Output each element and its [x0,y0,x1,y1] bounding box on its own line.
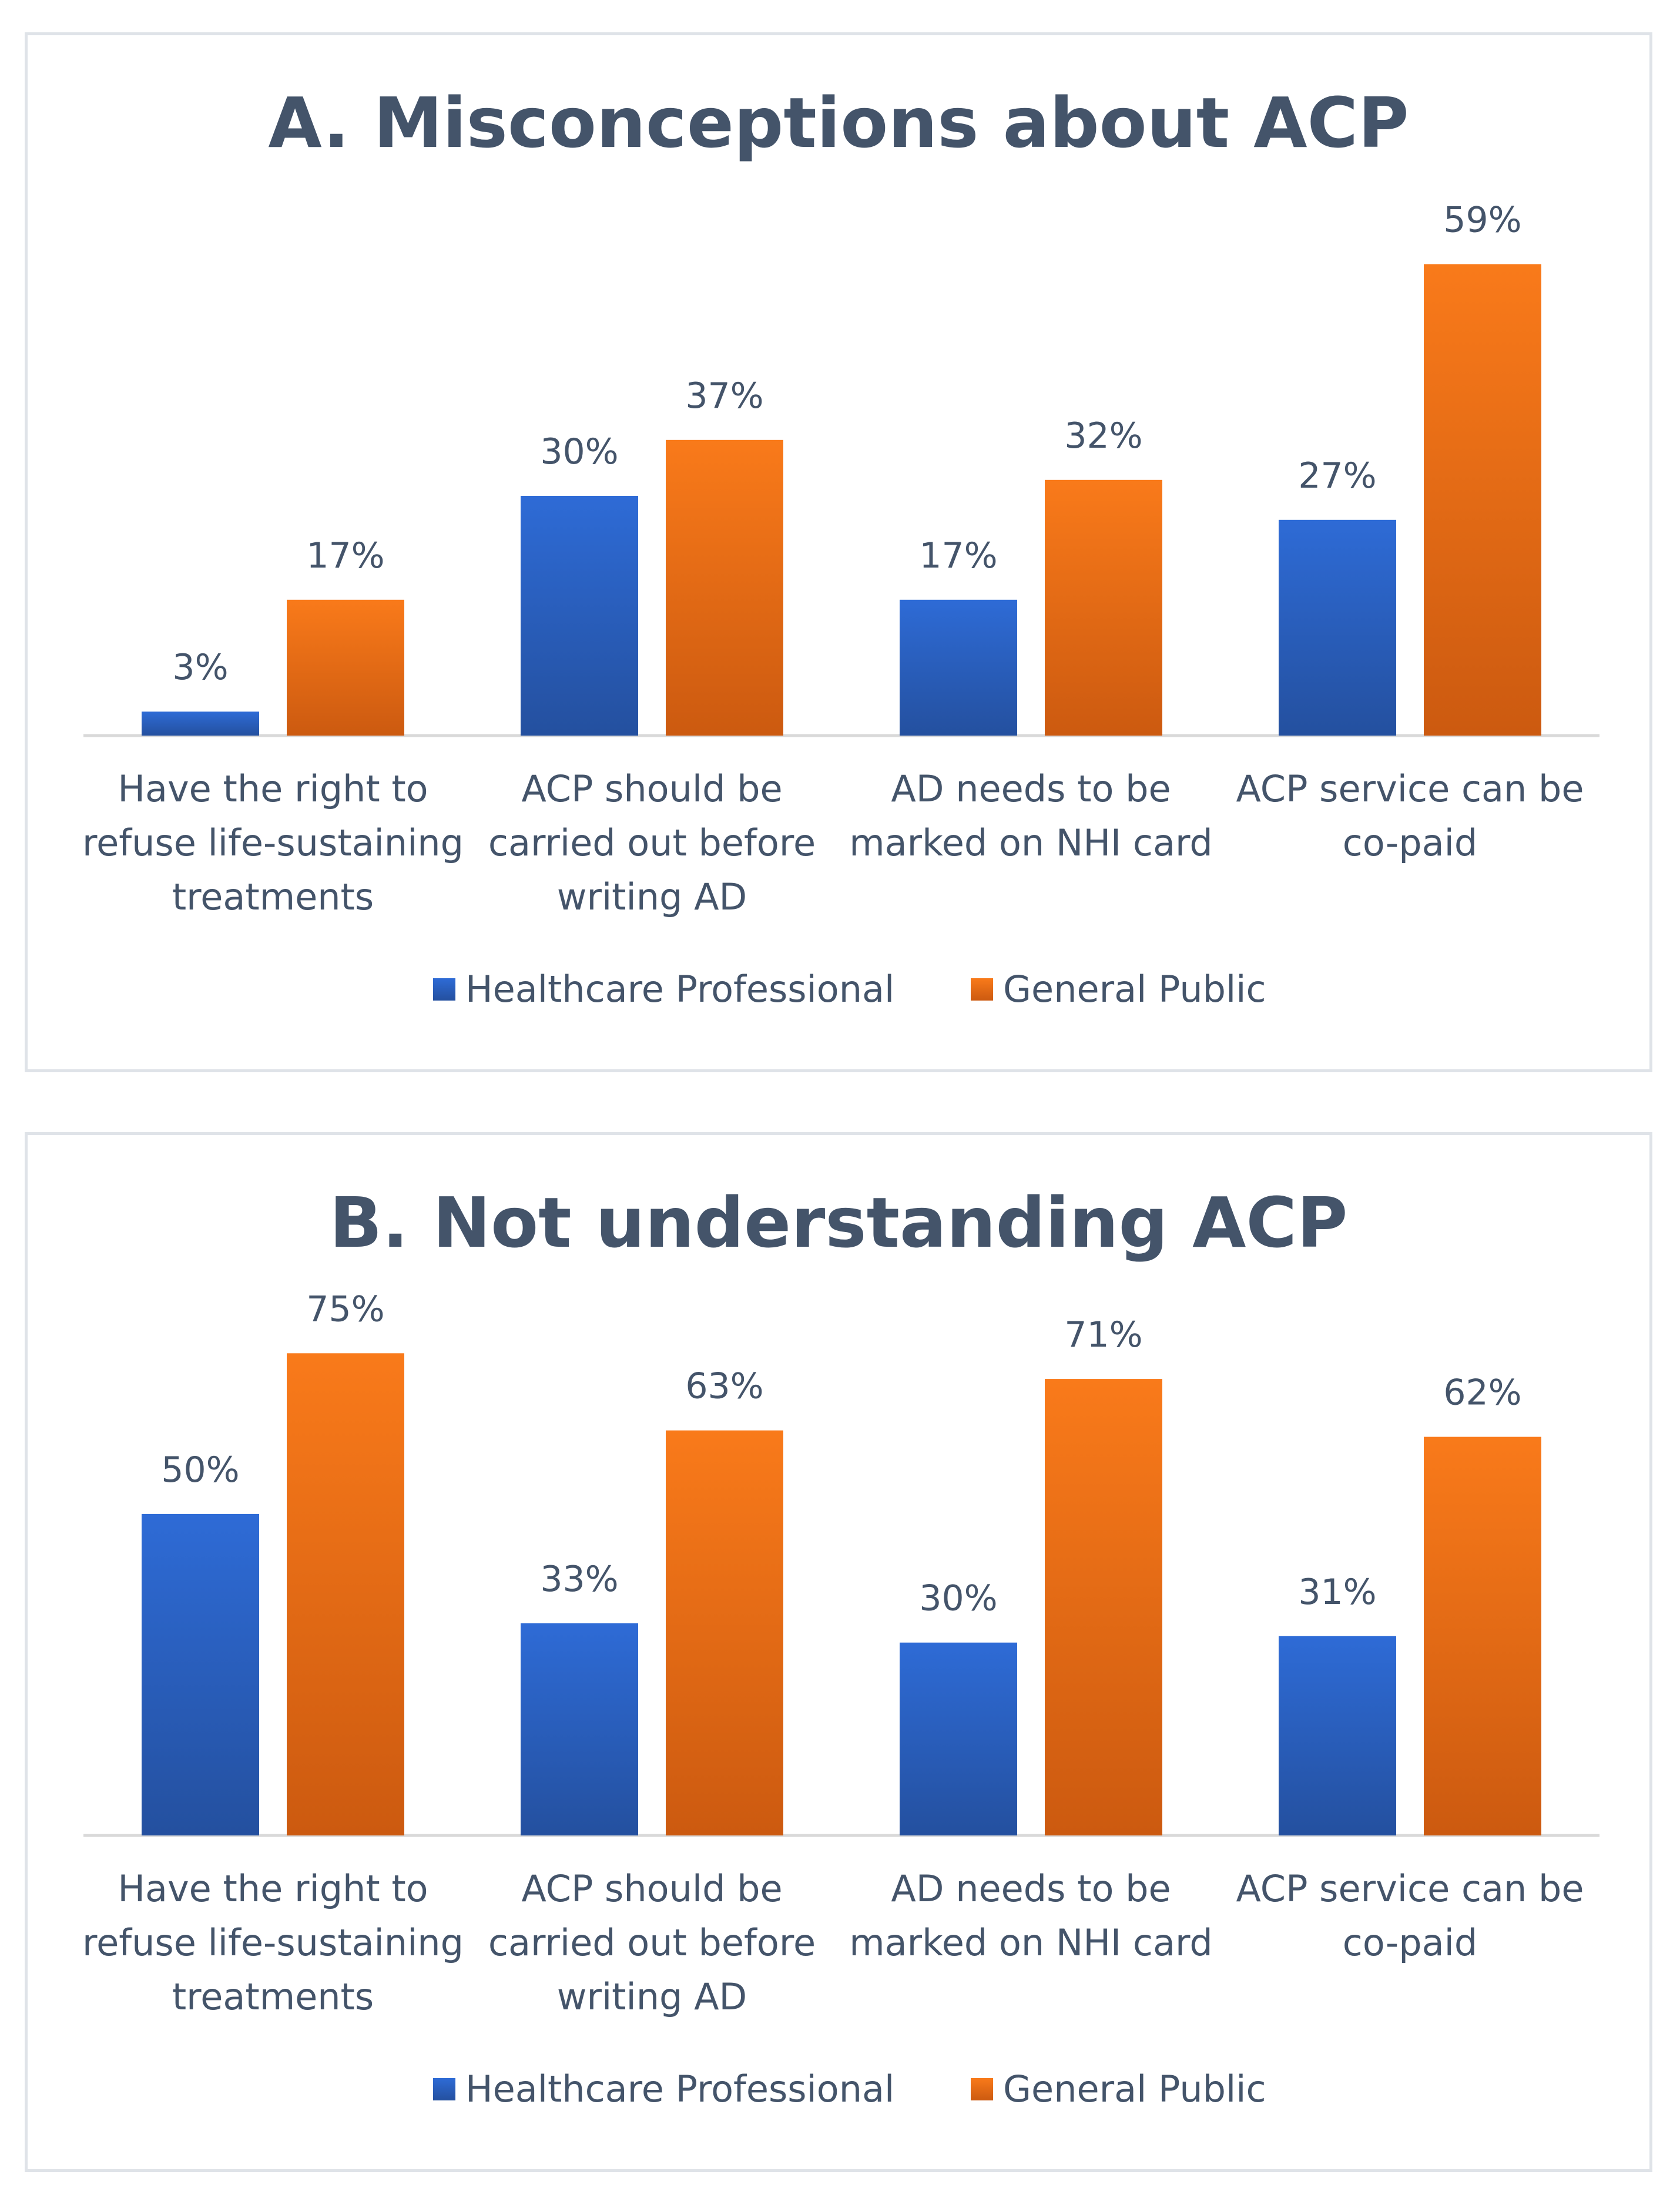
category-label-3: AD needs to be marked on NHI card [849,767,1213,864]
category-label-4: ACP service can be co-paid [1236,767,1584,864]
category-label-3: AD needs to be marked on NHI card [849,1867,1213,1964]
bar-general-public-4 [1424,264,1541,736]
bar-healthcare-professional-1 [142,1513,259,1835]
legend-label-healthcare-professional: Healthcare Professional [465,968,894,1011]
data-label-healthcare-professional-2: 33% [540,1559,618,1600]
data-label-general-public-1: 17% [306,535,384,576]
legend-swatch-healthcare-professional [433,978,455,1001]
legend-label-general-public: General Public [1003,968,1266,1011]
data-label-healthcare-professional-3: 17% [919,535,997,576]
bar-healthcare-professional-2 [521,496,638,736]
data-label-general-public-3: 71% [1064,1314,1142,1355]
chart-b: B. Not understanding ACP 50% 75% Have the r… [82,1182,1599,2110]
data-label-general-public-2: 63% [685,1366,763,1407]
bar-healthcare-professional-3 [900,599,1017,736]
chart-title: A. Misconceptions about ACP [268,82,1409,163]
category-label-2: ACP should be carried out before writing A… [488,767,816,918]
chart-panel-a: A. Misconceptions about ACP 3% 17% Have the… [25,32,1652,1072]
bar-general-public-3 [1045,479,1162,736]
bar-general-public-2 [666,439,783,736]
bar-healthcare-professional-4 [1279,519,1396,736]
chart-panel-b: B. Not understanding ACP 50% 75% Have the r… [25,1132,1652,2172]
category-label-4: ACP service can be co-paid [1236,1867,1584,1964]
legend-swatch-general-public [971,2078,993,2100]
legend-swatch-healthcare-professional [433,2078,455,2100]
data-label-healthcare-professional-2: 30% [540,431,618,472]
legend-label-healthcare-professional: Healthcare Professional [465,2068,894,2110]
category-label-1: Have the right to refuse life-sustaining t… [82,1867,464,2018]
data-label-healthcare-professional-1: 50% [161,1449,239,1491]
data-label-healthcare-professional-4: 31% [1298,1572,1376,1613]
legend-label-general-public: General Public [1003,2068,1266,2110]
chart-a: A. Misconceptions about ACP 3% 17% Have the… [82,82,1599,1011]
bar-healthcare-professional-4 [1279,1636,1396,1835]
bar-healthcare-professional-3 [900,1642,1017,1835]
bar-general-public-2 [666,1430,783,1835]
data-label-general-public-3: 32% [1064,415,1142,457]
bar-general-public-3 [1045,1379,1162,1835]
bar-general-public-1 [287,599,404,736]
bar-healthcare-professional-2 [521,1623,638,1835]
category-label-2: ACP should be carried out before writing A… [488,1867,816,2018]
data-label-general-public-2: 37% [685,375,763,417]
bar-general-public-1 [287,1353,404,1835]
bar-healthcare-professional-1 [142,711,259,736]
data-label-general-public-4: 62% [1443,1372,1521,1414]
data-label-general-public-1: 75% [306,1288,384,1330]
chart-title: B. Not understanding ACP [329,1182,1347,1263]
data-label-healthcare-professional-3: 30% [919,1578,997,1619]
data-label-general-public-4: 59% [1443,200,1521,241]
data-label-healthcare-professional-1: 3% [172,647,228,688]
category-label-1: Have the right to refuse life-sustaining t… [82,767,464,918]
bar-general-public-4 [1424,1437,1541,1835]
data-label-healthcare-professional-4: 27% [1298,455,1376,496]
legend-swatch-general-public [971,978,993,1001]
